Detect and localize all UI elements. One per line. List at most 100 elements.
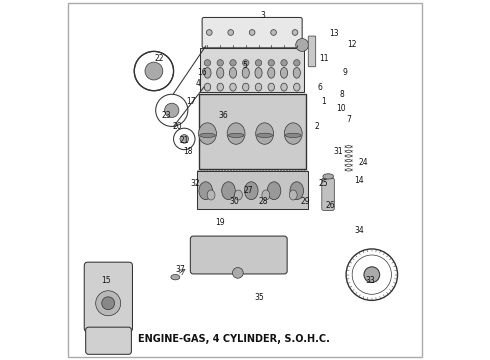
Text: 20: 20 [172, 122, 182, 131]
Text: 9: 9 [343, 68, 347, 77]
Ellipse shape [171, 274, 180, 280]
Ellipse shape [268, 60, 274, 66]
Ellipse shape [323, 174, 334, 179]
Ellipse shape [281, 83, 287, 91]
Ellipse shape [285, 133, 301, 138]
Ellipse shape [268, 67, 275, 78]
Ellipse shape [198, 123, 217, 144]
Text: 35: 35 [254, 293, 264, 302]
Ellipse shape [199, 133, 215, 138]
Ellipse shape [281, 60, 287, 66]
Text: 29: 29 [301, 197, 311, 206]
Circle shape [228, 30, 234, 35]
Ellipse shape [257, 133, 272, 138]
Text: 18: 18 [183, 147, 193, 156]
FancyBboxPatch shape [200, 48, 304, 93]
FancyBboxPatch shape [322, 178, 334, 210]
Ellipse shape [229, 67, 237, 78]
Text: 4: 4 [196, 79, 201, 88]
Ellipse shape [242, 67, 249, 78]
Text: 15: 15 [101, 275, 111, 284]
Text: 32: 32 [190, 179, 200, 188]
Circle shape [145, 62, 163, 80]
Circle shape [206, 30, 212, 35]
Text: 28: 28 [258, 197, 268, 206]
Text: 1: 1 [321, 97, 326, 106]
Circle shape [292, 30, 298, 35]
Text: 11: 11 [319, 54, 328, 63]
Circle shape [102, 297, 115, 310]
Ellipse shape [204, 83, 211, 91]
Ellipse shape [245, 182, 258, 200]
Ellipse shape [243, 60, 249, 66]
Text: 36: 36 [219, 111, 228, 120]
Ellipse shape [199, 182, 213, 200]
Ellipse shape [207, 190, 215, 200]
Text: 23: 23 [162, 111, 171, 120]
Text: 3: 3 [260, 11, 265, 20]
Text: 17: 17 [187, 97, 196, 106]
Circle shape [296, 39, 309, 51]
Ellipse shape [228, 133, 244, 138]
Ellipse shape [230, 60, 236, 66]
Text: 33: 33 [365, 275, 375, 284]
Ellipse shape [256, 123, 273, 144]
Ellipse shape [243, 83, 249, 91]
Text: 31: 31 [333, 147, 343, 156]
Text: 22: 22 [154, 54, 164, 63]
Text: 16: 16 [197, 68, 207, 77]
Ellipse shape [262, 190, 270, 200]
Ellipse shape [230, 83, 236, 91]
Text: 37: 37 [176, 265, 186, 274]
Ellipse shape [221, 182, 235, 200]
Ellipse shape [268, 83, 274, 91]
FancyBboxPatch shape [86, 327, 131, 354]
Text: 21: 21 [179, 136, 189, 145]
Text: 14: 14 [354, 176, 364, 185]
Ellipse shape [217, 83, 223, 91]
Circle shape [180, 135, 189, 143]
Ellipse shape [235, 190, 243, 200]
Ellipse shape [293, 67, 300, 78]
Ellipse shape [227, 123, 245, 144]
Text: 7: 7 [346, 115, 351, 124]
Ellipse shape [294, 60, 300, 66]
Ellipse shape [284, 123, 302, 144]
Text: 26: 26 [326, 201, 336, 210]
Ellipse shape [280, 67, 288, 78]
Ellipse shape [217, 60, 223, 66]
Circle shape [232, 267, 243, 278]
FancyBboxPatch shape [198, 94, 306, 169]
FancyBboxPatch shape [308, 36, 316, 67]
Circle shape [165, 103, 179, 117]
FancyBboxPatch shape [202, 18, 302, 48]
Ellipse shape [290, 182, 304, 200]
Ellipse shape [217, 67, 224, 78]
Ellipse shape [204, 67, 211, 78]
Ellipse shape [204, 60, 211, 66]
Circle shape [249, 30, 255, 35]
Ellipse shape [255, 67, 262, 78]
Text: 12: 12 [347, 40, 357, 49]
FancyBboxPatch shape [190, 236, 287, 274]
Ellipse shape [255, 83, 262, 91]
Text: 34: 34 [354, 225, 364, 234]
Text: 27: 27 [244, 186, 253, 195]
FancyBboxPatch shape [197, 171, 308, 208]
FancyBboxPatch shape [84, 262, 132, 332]
Text: 8: 8 [339, 90, 344, 99]
Ellipse shape [289, 190, 297, 200]
Ellipse shape [294, 83, 300, 91]
Text: 19: 19 [215, 219, 225, 228]
Text: 30: 30 [229, 197, 239, 206]
Text: 25: 25 [319, 179, 328, 188]
Circle shape [270, 30, 276, 35]
Text: 5: 5 [243, 61, 247, 70]
Text: 10: 10 [337, 104, 346, 113]
Circle shape [96, 291, 121, 316]
Text: 24: 24 [358, 158, 368, 167]
Circle shape [364, 267, 380, 283]
Ellipse shape [255, 60, 262, 66]
Ellipse shape [267, 182, 281, 200]
Text: 6: 6 [318, 83, 322, 92]
